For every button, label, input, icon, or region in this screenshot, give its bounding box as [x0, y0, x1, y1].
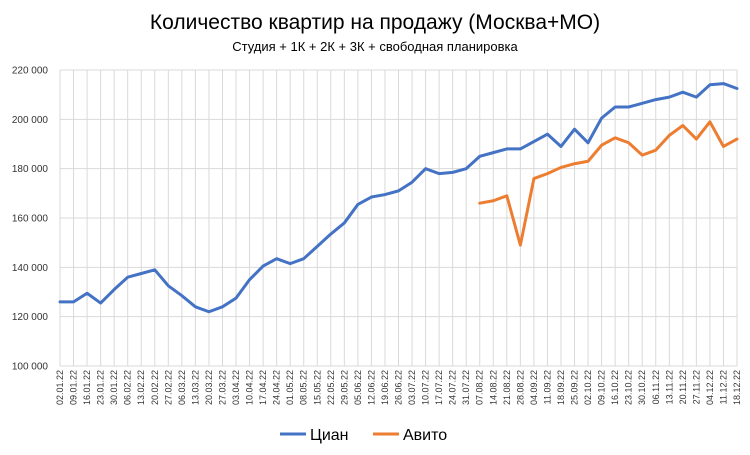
x-tick-label: 04.12.22: [705, 370, 715, 405]
y-tick-label: 220 000: [12, 66, 49, 77]
y-axis-tick-labels: 100 000 120 000 140 000 160 000 180 000 200 0…: [12, 66, 49, 373]
x-tick-label: 18.12.22: [732, 370, 742, 405]
x-tick-label: 16.01.22: [82, 370, 92, 405]
x-tick-label: 20.11.22: [678, 370, 688, 404]
x-tick-label: 22.05.22: [326, 370, 336, 405]
x-tick-label: 10.04.22: [245, 370, 255, 405]
x-tick-label: 30.01.22: [109, 370, 119, 405]
legend-entry-label: Авито: [403, 427, 447, 444]
x-tick-label: 13.02.22: [136, 370, 146, 405]
x-tick-label: 09.10.22: [597, 370, 607, 405]
x-tick-label: 15.05.22: [312, 370, 322, 405]
y-tick-label: 200 000: [12, 115, 49, 126]
y-tick-label: 140 000: [12, 263, 49, 274]
x-tick-label: 17.04.22: [258, 370, 268, 405]
x-tick-label: 24.04.22: [272, 370, 282, 405]
legend: Циан Авито: [280, 427, 447, 444]
x-tick-label: 24.07.22: [448, 370, 458, 405]
x-tick-label: 11.12.22: [718, 370, 728, 404]
x-tick-label: 12.06.22: [366, 370, 376, 405]
x-tick-label: 29.05.22: [339, 370, 349, 405]
x-tick-label: 23.01.22: [96, 370, 106, 405]
x-tick-label: 07.08.22: [475, 370, 485, 405]
x-tick-label: 14.08.22: [488, 370, 498, 405]
x-tick-label: 09.01.22: [69, 370, 79, 405]
x-tick-label: 04.09.22: [529, 370, 539, 405]
x-tick-label: 27.03.22: [217, 370, 227, 405]
x-tick-label: 06.11.22: [651, 370, 661, 404]
x-tick-label: 31.07.22: [461, 370, 471, 405]
x-tick-label: 08.05.22: [299, 370, 309, 405]
x-tick-label: 30.10.22: [637, 370, 647, 405]
y-tick-label: 100 000: [12, 362, 49, 373]
x-tick-label: 21.08.22: [502, 370, 512, 405]
x-tick-label: 16.10.22: [610, 370, 620, 405]
gridlines: [59, 69, 738, 367]
x-tick-label: 27.11.22: [691, 370, 701, 404]
x-tick-label: 20.02.22: [150, 370, 160, 405]
x-tick-label: 28.08.22: [515, 370, 525, 405]
x-tick-label: 13.03.22: [190, 370, 200, 405]
x-tick-label: 05.06.22: [353, 370, 363, 405]
x-tick-label: 19.06.22: [380, 370, 390, 405]
x-tick-label: 03.04.22: [231, 370, 241, 405]
x-tick-label: 26.06.22: [394, 370, 404, 405]
x-tick-label: 06.03.22: [177, 370, 187, 405]
x-tick-label: 02.01.22: [55, 370, 65, 405]
chart-subtitle: Студия + 1К + 2К + 3К + свободная планир…: [232, 39, 518, 54]
x-tick-label: 10.07.22: [421, 370, 431, 405]
y-tick-label: 180 000: [12, 164, 49, 175]
x-tick-label: 01.05.22: [285, 370, 295, 405]
x-tick-label: 13.11.22: [664, 370, 674, 404]
x-tick-label: 02.10.22: [583, 370, 593, 405]
y-tick-label: 160 000: [12, 214, 49, 225]
x-tick-label: 17.07.22: [434, 370, 444, 405]
x-tick-label: 20.03.22: [204, 370, 214, 405]
x-axis-tick-labels: 02.01.22 09.01.22 16.01.22 23.01.22 30.01.22…: [55, 370, 742, 405]
series-line-Циан: [58, 82, 739, 314]
x-tick-label: 18.09.22: [556, 370, 566, 405]
chart-title: Количество квартир на продажу (Москва+МО…: [150, 11, 600, 34]
y-tick-label: 120 000: [12, 312, 49, 323]
legend-entry-label: Циан: [310, 427, 349, 444]
x-tick-label: 03.07.22: [407, 370, 417, 405]
series-line-Авито: [478, 120, 739, 247]
x-tick-label: 23.10.22: [624, 370, 634, 405]
x-tick-label: 27.02.22: [163, 370, 173, 405]
series-lines: [58, 82, 739, 314]
x-tick-label: 25.09.22: [570, 370, 580, 405]
x-tick-label: 11.09.22: [542, 370, 552, 404]
x-tick-label: 06.02.22: [123, 370, 133, 405]
